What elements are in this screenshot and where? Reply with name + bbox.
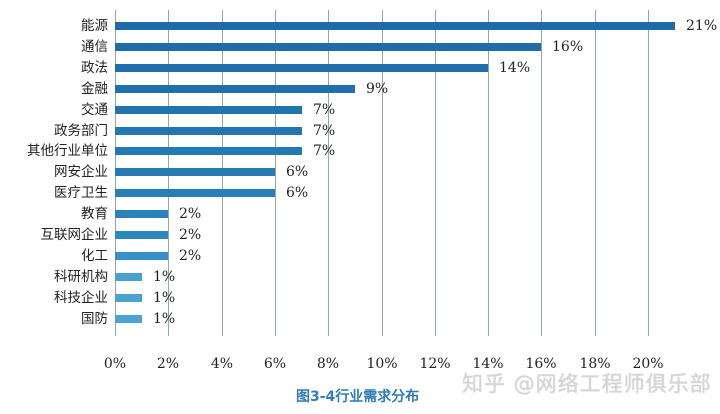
gridline [275,10,276,336]
category-label: 其他行业单位 [27,143,108,160]
value-label: 1% [153,310,176,327]
bar [115,147,302,156]
x-tick-label: 8% [316,356,340,372]
value-label: 2% [179,227,202,243]
category-label: 政务部门 [54,122,108,139]
category-label: 教育 [81,206,108,223]
gridline [488,10,489,336]
category-label: 科技企业 [54,289,108,306]
category-label: 网安企业 [54,164,108,181]
bar [115,126,302,135]
category-label: 互联网企业 [40,227,109,243]
value-label: 14% [499,59,531,76]
x-tick-label: 16% [525,356,557,372]
bar [115,105,302,114]
bar [115,168,275,177]
category-label: 政法 [81,59,108,76]
value-label: 21% [686,18,718,34]
value-label: 7% [313,101,336,118]
watermark: 知乎 @网络工程师俱乐部 [462,372,712,396]
value-label: 1% [153,268,176,285]
bar [115,272,142,281]
x-tick-label: 4% [210,356,234,372]
category-label: 能源 [81,18,108,34]
gridline [595,10,596,336]
category-label: 通信 [81,38,108,55]
value-label: 7% [313,143,336,160]
bar [115,22,675,30]
value-label: 2% [179,247,202,264]
bar [115,84,355,93]
x-tick-label: 6% [263,356,287,372]
category-label: 科研机构 [54,268,108,285]
category-label: 国防 [81,310,108,327]
gridline [648,10,649,336]
x-tick-label: 20% [632,356,664,372]
x-tick-label: 18% [579,356,611,372]
category-label: 交通 [81,101,108,118]
gridline [328,10,329,336]
category-label: 化工 [81,247,108,264]
value-label: 6% [286,185,309,202]
category-label: 医疗卫生 [54,185,108,202]
x-tick-label: 0% [103,356,127,372]
bar [115,314,142,323]
bar [115,251,168,260]
bar [115,189,275,198]
bar [115,293,142,302]
x-tick-label: 2% [156,356,180,372]
x-tick-label: 14% [472,356,504,372]
gridline [541,10,542,336]
value-label: 7% [313,122,336,139]
bar [115,231,168,239]
bar [115,210,168,219]
x-tick-label: 10% [366,356,398,372]
bar [115,63,488,72]
value-label: 2% [179,206,202,223]
category-label: 金融 [81,80,108,97]
value-label: 9% [366,80,389,97]
value-label: 1% [153,289,176,306]
bar [115,42,541,51]
value-label: 6% [286,164,309,181]
x-tick-label: 12% [419,356,451,372]
chart-caption: 图3-4行业需求分布 [296,389,420,405]
gridline [382,10,383,336]
value-label: 16% [552,38,584,55]
gridline [435,10,436,336]
